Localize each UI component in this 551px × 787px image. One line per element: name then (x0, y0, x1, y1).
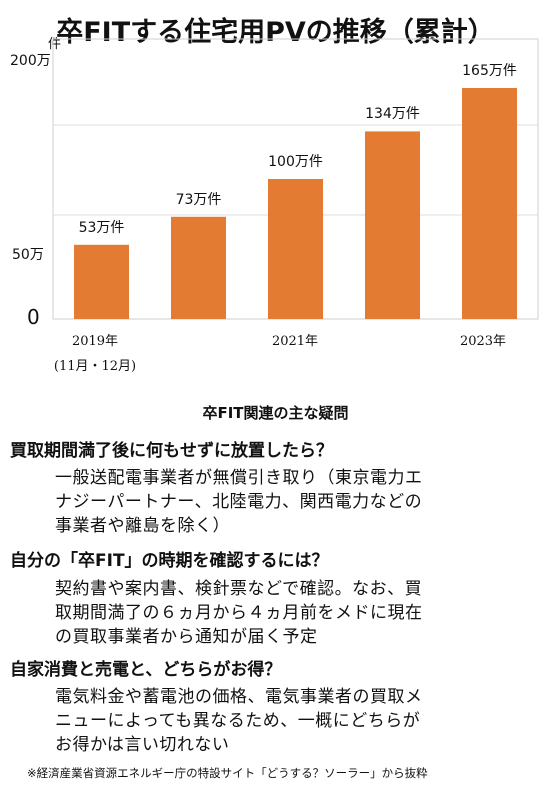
bar-2 (268, 179, 323, 319)
x-tick-label-2021: 2021年 (271, 334, 319, 349)
chart-title: 卒FITする住宅用PVの推移（累計） (56, 17, 495, 48)
x-tick-label-2023: 2023年 (459, 334, 507, 349)
bar-0 (74, 244, 129, 319)
x-tick-label-2019: 2019年 (11月・12月) (53, 334, 137, 374)
question-2: 自分の「卒FIT」の時期を確認するには？ (10, 551, 329, 571)
bar-value-label-0: 53万件 (78, 219, 125, 236)
bar-3 (365, 131, 420, 319)
question-1: 買取期間満了後に何もせずに放置したら？ (10, 441, 333, 461)
qa-heading: 卒FIT関連の主な疑問 (202, 404, 349, 422)
answer-2: 契約書や案内書、検針票などで確認。なお、買 取期間満了の６ヵ月から４ヵ月前をメド… (55, 579, 423, 647)
answer-3: 電気料金や蓄電池の価格、電気事業者の買取メ ニューによっても異なるため、一概にど… (55, 687, 423, 755)
bar-value-label-4: 165万件 (462, 63, 517, 79)
bar-value-label-2: 100万件 (268, 154, 323, 170)
bar-1 (171, 216, 226, 319)
y-tick-label-top: 200万 (10, 53, 51, 69)
y-unit-label: 件 (48, 37, 62, 52)
answer-1: 一般送配電事業者が無償引き取り（東京電力エ ナジーパートナー、北陸電力、関西電力… (55, 468, 423, 536)
question-3: 自家消費と売電と、どちらがお得？ (10, 660, 282, 680)
source-note: ※経済産業省資源エネルギー庁の特設サイト「どうする？ソーラー」から抜粋 (27, 766, 428, 780)
bar-value-label-1: 73万件 (175, 191, 222, 208)
y-tick-label-zero: 0 (27, 305, 40, 329)
bar-4 (462, 88, 517, 319)
y-tick-label-mid: 50万 (12, 247, 44, 263)
bar-chart (52, 38, 539, 320)
bar-value-label-3: 134万件 (365, 106, 420, 123)
